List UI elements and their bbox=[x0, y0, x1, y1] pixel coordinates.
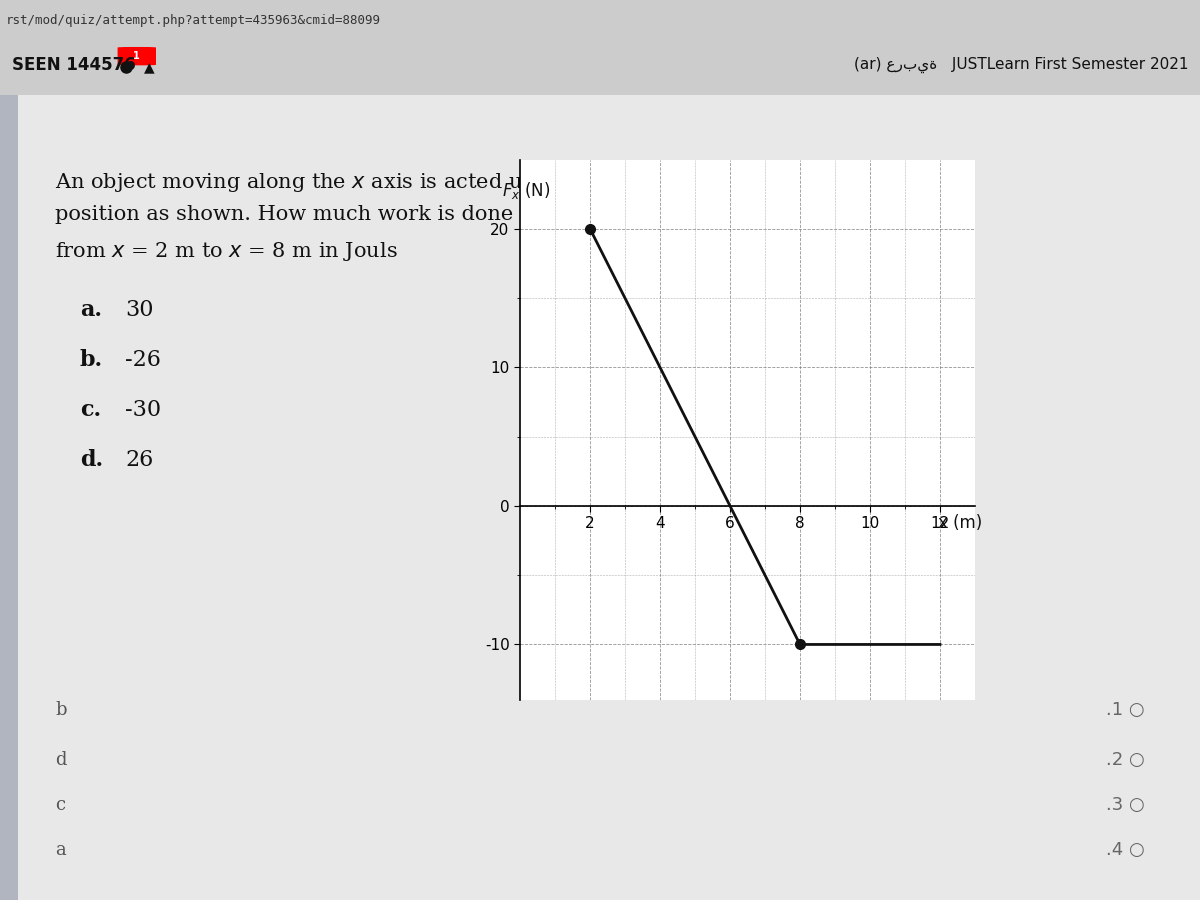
Text: .3 ○: .3 ○ bbox=[1106, 796, 1145, 814]
FancyBboxPatch shape bbox=[118, 47, 156, 66]
Text: .1 ○: .1 ○ bbox=[1106, 701, 1145, 719]
Text: from $x$ = 2 m to $x$ = 8 m in Jouls: from $x$ = 2 m to $x$ = 8 m in Jouls bbox=[55, 239, 397, 263]
Text: b: b bbox=[55, 701, 66, 719]
Text: -30: -30 bbox=[125, 399, 161, 420]
Text: c: c bbox=[55, 796, 65, 814]
Text: c.: c. bbox=[80, 399, 101, 420]
Text: An object moving along the $x$ axis is acted upon by a force $F_x$ that varies w: An object moving along the $x$ axis is a… bbox=[55, 169, 875, 194]
Text: $F_x$ (N): $F_x$ (N) bbox=[503, 180, 551, 201]
Text: 1: 1 bbox=[133, 50, 140, 60]
Text: .4 ○: .4 ○ bbox=[1106, 841, 1145, 859]
Text: x (m): x (m) bbox=[937, 514, 982, 532]
Text: rst/mod/quiz/attempt.php?attempt=435963&cmid=88099: rst/mod/quiz/attempt.php?attempt=435963&… bbox=[6, 14, 382, 27]
Text: d.: d. bbox=[80, 449, 103, 471]
Text: (ar) عربية   JUSTLearn First Semester 2021: (ar) عربية JUSTLearn First Semester 2021 bbox=[853, 57, 1188, 73]
Text: 26: 26 bbox=[125, 449, 154, 471]
Text: d: d bbox=[55, 751, 66, 769]
Text: ▲: ▲ bbox=[144, 60, 155, 75]
Text: .2 ○: .2 ○ bbox=[1106, 751, 1145, 769]
Text: position as shown. How much work is done by this force as the object moves: position as shown. How much work is done… bbox=[55, 204, 869, 223]
Bar bbox=[0, 94, 18, 900]
Text: a: a bbox=[55, 841, 66, 859]
Text: b.: b. bbox=[80, 348, 103, 371]
Text: a.: a. bbox=[80, 299, 102, 320]
Text: -26: -26 bbox=[125, 348, 161, 371]
Text: 30: 30 bbox=[125, 299, 154, 320]
Text: SEEN 144576: SEEN 144576 bbox=[12, 56, 136, 74]
